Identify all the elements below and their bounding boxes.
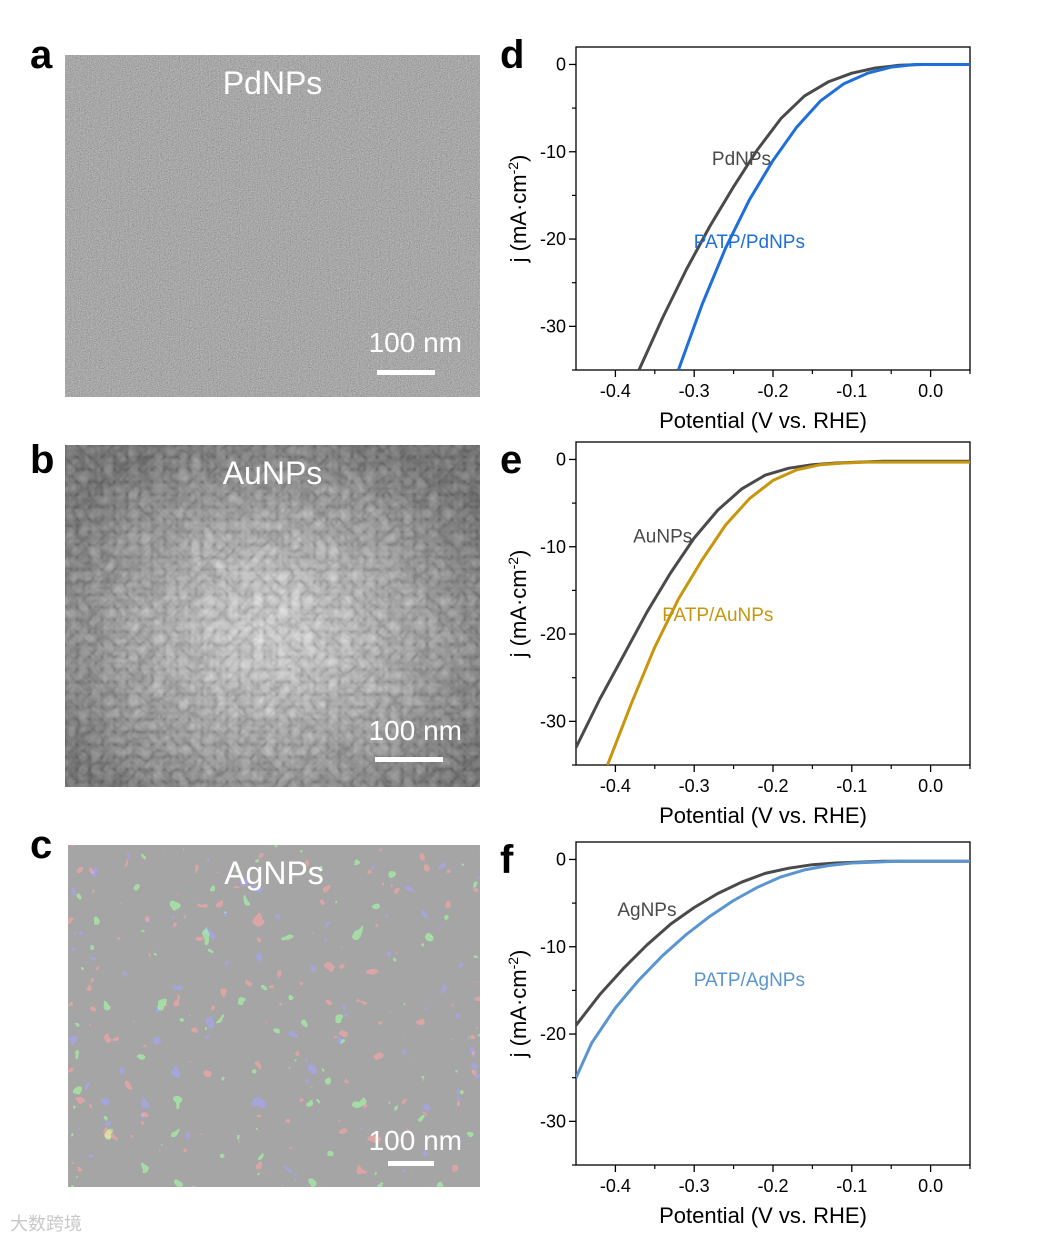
series-label: AuNPs — [633, 526, 692, 547]
series-line — [637, 63, 970, 370]
y-tick-label: -20 — [540, 229, 566, 249]
series-label: PATP/PdNPs — [694, 232, 805, 253]
y-tick-label: -20 — [540, 624, 566, 644]
panel-letter-a: a — [30, 33, 53, 77]
sem-image-pdnps: PdNPs 100 nm — [65, 55, 480, 397]
series-label: PATP/AuNPs — [662, 605, 773, 626]
scale-bar-label: 100 nm — [368, 327, 462, 358]
x-axis-label: Potential (V vs. RHE) — [659, 803, 867, 828]
scale-bar-label: 100 nm — [368, 715, 462, 746]
panel-letter-c: c — [30, 823, 53, 867]
y-tick-label: -30 — [540, 1111, 566, 1131]
plot-frame — [575, 441, 971, 766]
series-label: AgNPs — [617, 900, 676, 921]
panel-letter-f: f — [500, 838, 514, 882]
scale-bar — [388, 1161, 434, 1166]
x-tick-label: -0.2 — [757, 1176, 788, 1196]
x-axis-label: Potential (V vs. RHE) — [659, 1203, 867, 1228]
scale-bar — [377, 370, 435, 375]
sem-image-aunps: AuNPs 100 nm — [65, 445, 480, 787]
y-axis-label: j (mA·cm-2) — [505, 155, 531, 264]
x-tick-label: -0.4 — [600, 381, 631, 401]
watermark: 大数跨境 — [10, 1214, 82, 1234]
lsv-plot-pd: -0.4 -0.3 -0.2 -0.1 0.0 0 -10 -20 -30 Potential (… — [505, 46, 971, 433]
y-axis-label: j (mA·cm-2) — [505, 550, 531, 659]
lsv-chart-au: -0.4 -0.3 -0.2 -0.1 0.0 0 -10 -20 -30 Potential (… — [500, 440, 1052, 835]
y-tick-label: -10 — [540, 537, 566, 557]
x-tick-label: 0.0 — [918, 1176, 943, 1196]
lsv-chart-ag: -0.4 -0.3 -0.2 -0.1 0.0 0 -10 -20 -30 Potential (… — [500, 840, 1052, 1235]
x-tick-label: -0.3 — [679, 381, 710, 401]
lsv-chart-pd: -0.4 -0.3 -0.2 -0.1 0.0 0 -10 -20 -30 Potential (… — [500, 45, 1052, 440]
plot-frame — [575, 46, 971, 371]
x-tick-label: -0.2 — [757, 776, 788, 796]
y-tick-label: 0 — [556, 449, 566, 469]
sem-texture-agnps — [68, 845, 480, 1187]
series-line — [676, 63, 970, 370]
x-tick-label: 0.0 — [918, 381, 943, 401]
x-tick-label: -0.1 — [836, 776, 867, 796]
x-tick-label: -0.4 — [600, 776, 631, 796]
y-axis-label: j (mA·cm-2) — [505, 950, 531, 1059]
series-line — [606, 460, 970, 765]
y-tick-label: 0 — [556, 54, 566, 74]
y-tick-label: -20 — [540, 1024, 566, 1044]
y-tick-label: -10 — [540, 937, 566, 957]
series-line — [576, 859, 970, 1027]
y-tick-label: 0 — [556, 849, 566, 869]
panel-letter-e: e — [500, 438, 523, 482]
series-label: PdNPs — [712, 149, 771, 170]
sem-label-agnps: AgNPs — [224, 855, 324, 891]
x-tick-label: -0.1 — [836, 1176, 867, 1196]
x-axis-label: Potential (V vs. RHE) — [659, 408, 867, 433]
x-tick-label: -0.1 — [836, 381, 867, 401]
panel-letter-b: b — [30, 438, 55, 482]
sem-texture-pdnps — [65, 55, 480, 397]
plot-frame — [575, 841, 971, 1166]
sem-label-aunps: AuNPs — [222, 455, 323, 491]
lsv-plot-ag: -0.4 -0.3 -0.2 -0.1 0.0 0 -10 -20 -30 Potential (… — [505, 841, 971, 1228]
scale-bar — [375, 757, 443, 762]
x-tick-label: -0.3 — [679, 776, 710, 796]
y-tick-label: -10 — [540, 142, 566, 162]
y-tick-label: -30 — [540, 711, 566, 731]
panel-letter-d: d — [500, 33, 525, 77]
x-tick-label: 0.0 — [918, 776, 943, 796]
sem-texture-aunps — [65, 445, 480, 787]
y-tick-label: -30 — [540, 316, 566, 336]
x-tick-label: -0.3 — [679, 1176, 710, 1196]
series-label: PATP/AgNPs — [694, 970, 805, 991]
lsv-plot-au: -0.4 -0.3 -0.2 -0.1 0.0 0 -10 -20 -30 Potential (… — [505, 441, 971, 828]
scale-bar-label: 100 nm — [368, 1125, 462, 1156]
sem-image-agnps: AgNPs 100 nm — [68, 845, 480, 1187]
x-tick-label: -0.2 — [757, 381, 788, 401]
x-tick-label: -0.4 — [600, 1176, 631, 1196]
sem-label-pdnps: PdNPs — [222, 65, 323, 101]
series-line — [576, 859, 970, 1079]
